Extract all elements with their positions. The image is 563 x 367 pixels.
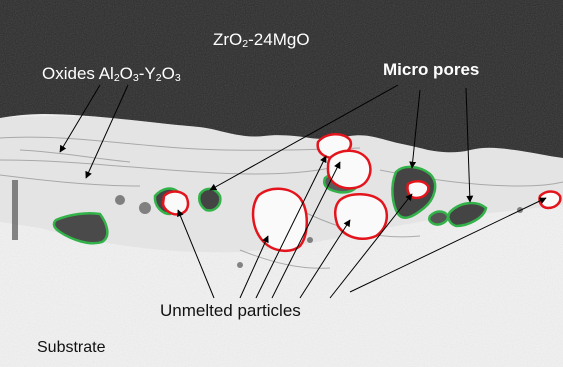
pointer-arrows	[59, 84, 547, 299]
unmelted-particles	[161, 133, 562, 253]
arrow-oxides-2	[85, 84, 129, 179]
arrow-pores-1	[209, 84, 399, 191]
arrow-pores-2	[409, 89, 421, 169]
arrow-unmelted-5	[299, 219, 351, 299]
pore-7	[447, 201, 488, 228]
particle-5	[334, 193, 389, 240]
arrow-unmelted-2	[239, 235, 269, 299]
interface-band	[0, 116, 563, 253]
arrow-pores-3	[465, 87, 474, 203]
arrow-unmelted-1	[177, 209, 215, 299]
particle-1	[161, 190, 190, 216]
particle-2	[251, 187, 308, 253]
unmelted-particles-label: Unmelted particles	[160, 301, 301, 320]
pore-1	[52, 212, 109, 245]
arrow-unmelted-7	[349, 197, 547, 293]
arrow-unmelted-3	[255, 155, 327, 299]
pore-3	[198, 187, 222, 212]
micro-pores-label: Micro pores	[383, 60, 480, 79]
arrow-unmelted-6	[329, 193, 413, 299]
substrate-label: Substrate	[37, 339, 106, 356]
particle-4	[326, 149, 372, 190]
arrow-oxides-1	[59, 84, 101, 153]
arrow-unmelted-4	[271, 161, 341, 299]
oxides-label: Oxides Al2O3-Y2O3	[42, 64, 181, 84]
pore-6	[427, 210, 450, 226]
coating-label: ZrO2-24MgO	[213, 30, 310, 50]
